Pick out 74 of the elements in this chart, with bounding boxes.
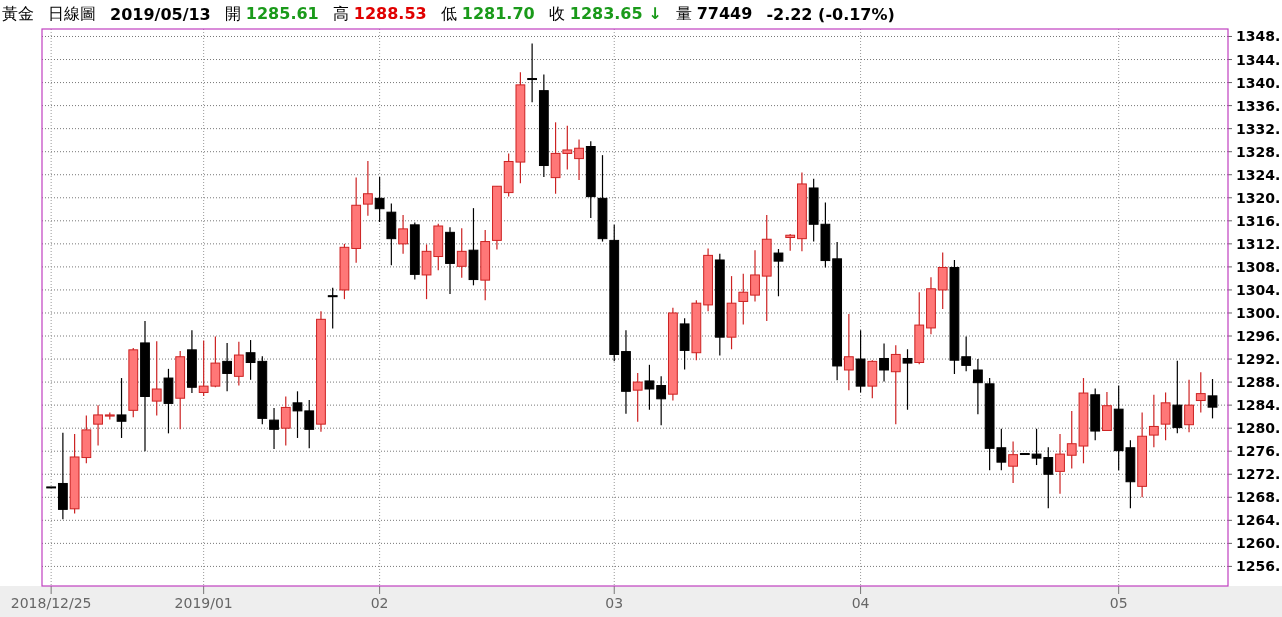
candlestick bbox=[750, 249, 760, 303]
candlestick bbox=[1148, 394, 1159, 448]
y-tick-label: 1256. bbox=[1236, 558, 1281, 575]
candlestick bbox=[151, 340, 162, 417]
chart-subtitle: 日線圖 bbox=[48, 3, 96, 25]
candlestick bbox=[879, 342, 889, 383]
candlestick bbox=[890, 344, 901, 425]
y-tick-label: 1300. bbox=[1236, 304, 1281, 321]
y-tick-label: 1312. bbox=[1236, 235, 1281, 252]
candlestick bbox=[1160, 391, 1171, 441]
x-tick-label: 02 bbox=[370, 595, 389, 611]
candlestick bbox=[1184, 379, 1194, 433]
y-tick-label: 1264. bbox=[1236, 512, 1281, 529]
candlestick bbox=[961, 335, 972, 372]
candlestick bbox=[527, 42, 538, 103]
candlestick bbox=[1172, 360, 1183, 434]
candlestick bbox=[574, 138, 584, 181]
y-tick-label: 1320. bbox=[1236, 189, 1281, 206]
candlestick bbox=[233, 341, 244, 387]
y-tick-label: 1284. bbox=[1236, 397, 1281, 414]
candlestick bbox=[269, 407, 279, 450]
chart-title: 黃金 bbox=[2, 3, 34, 25]
y-tick-label: 1340. bbox=[1236, 74, 1281, 91]
candlestick bbox=[773, 248, 784, 297]
y-tick-label: 1296. bbox=[1236, 328, 1281, 345]
x-tick-label: 05 bbox=[1109, 595, 1128, 611]
candlestick bbox=[327, 287, 338, 330]
candlestick bbox=[116, 377, 127, 439]
y-tick-label: 1292. bbox=[1236, 351, 1281, 368]
candlestick bbox=[362, 160, 373, 217]
y-tick-label: 1308. bbox=[1236, 258, 1281, 275]
text: -2.22 (-0.17%) bbox=[766, 4, 895, 24]
candlestick bbox=[843, 313, 854, 391]
text: 量 77449 bbox=[675, 3, 753, 23]
y-tick-label: 1276. bbox=[1236, 443, 1281, 460]
y-tick-label: 1288. bbox=[1236, 374, 1281, 391]
candlestick bbox=[973, 358, 983, 415]
text: 低 1281.70 bbox=[440, 3, 535, 23]
x-tick-label: 03 bbox=[605, 595, 624, 611]
candlestick bbox=[937, 251, 948, 310]
text: 開 1285.61 bbox=[224, 3, 319, 23]
candlestick bbox=[902, 348, 913, 411]
y-tick-label: 1280. bbox=[1236, 420, 1281, 437]
candlestick bbox=[222, 342, 233, 392]
x-tick-label: 2019/01 bbox=[174, 595, 233, 611]
y-tick-label: 1268. bbox=[1236, 489, 1281, 506]
x-tick-label: 04 bbox=[851, 595, 870, 611]
y-tick-label: 1304. bbox=[1236, 281, 1281, 298]
candlestick bbox=[398, 214, 408, 255]
y-tick-label: 1324. bbox=[1236, 166, 1281, 183]
candlestick bbox=[93, 404, 103, 447]
candlestick bbox=[456, 227, 467, 279]
y-tick-label: 1328. bbox=[1236, 143, 1281, 160]
candlestick bbox=[632, 372, 643, 423]
text: 收 1283.65 ↓ bbox=[548, 3, 662, 23]
candlestick bbox=[280, 395, 291, 447]
candlestick bbox=[1008, 440, 1018, 484]
y-tick-label: 1332. bbox=[1236, 120, 1281, 137]
y-tick-label: 1336. bbox=[1236, 97, 1281, 114]
x-tick-label: 2018/12/25 bbox=[10, 595, 92, 611]
candlestick bbox=[1055, 433, 1065, 495]
candlestick bbox=[1195, 371, 1206, 414]
y-tick-label: 1260. bbox=[1236, 535, 1281, 552]
y-tick-label: 1348. bbox=[1236, 28, 1281, 45]
y-tick-label: 1316. bbox=[1236, 212, 1281, 229]
candlestick bbox=[738, 273, 749, 326]
y-tick-label: 1344. bbox=[1236, 51, 1281, 68]
candlestick bbox=[1207, 378, 1218, 419]
text: 2019/05/13 bbox=[110, 4, 211, 24]
text: 高 1288.53 bbox=[332, 3, 427, 23]
candlestick bbox=[656, 375, 667, 426]
candlestick bbox=[374, 176, 385, 223]
y-tick-label: 1272. bbox=[1236, 466, 1281, 483]
candlestick bbox=[644, 364, 655, 411]
